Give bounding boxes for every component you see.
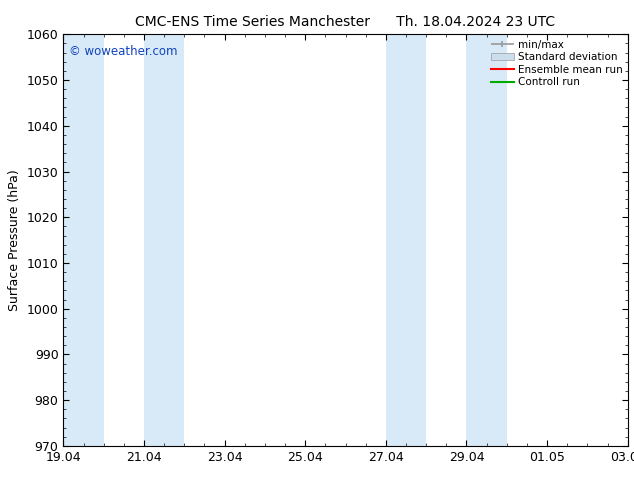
Text: © woweather.com: © woweather.com bbox=[69, 45, 178, 58]
Bar bbox=[386, 34, 426, 446]
Legend: min/max, Standard deviation, Ensemble mean run, Controll run: min/max, Standard deviation, Ensemble me… bbox=[491, 40, 623, 87]
Bar bbox=[628, 34, 634, 446]
Y-axis label: Surface Pressure (hPa): Surface Pressure (hPa) bbox=[8, 169, 21, 311]
Bar bbox=[144, 34, 184, 446]
Bar bbox=[467, 34, 507, 446]
Title: CMC-ENS Time Series Manchester      Th. 18.04.2024 23 UTC: CMC-ENS Time Series Manchester Th. 18.04… bbox=[136, 15, 555, 29]
Bar bbox=[63, 34, 104, 446]
